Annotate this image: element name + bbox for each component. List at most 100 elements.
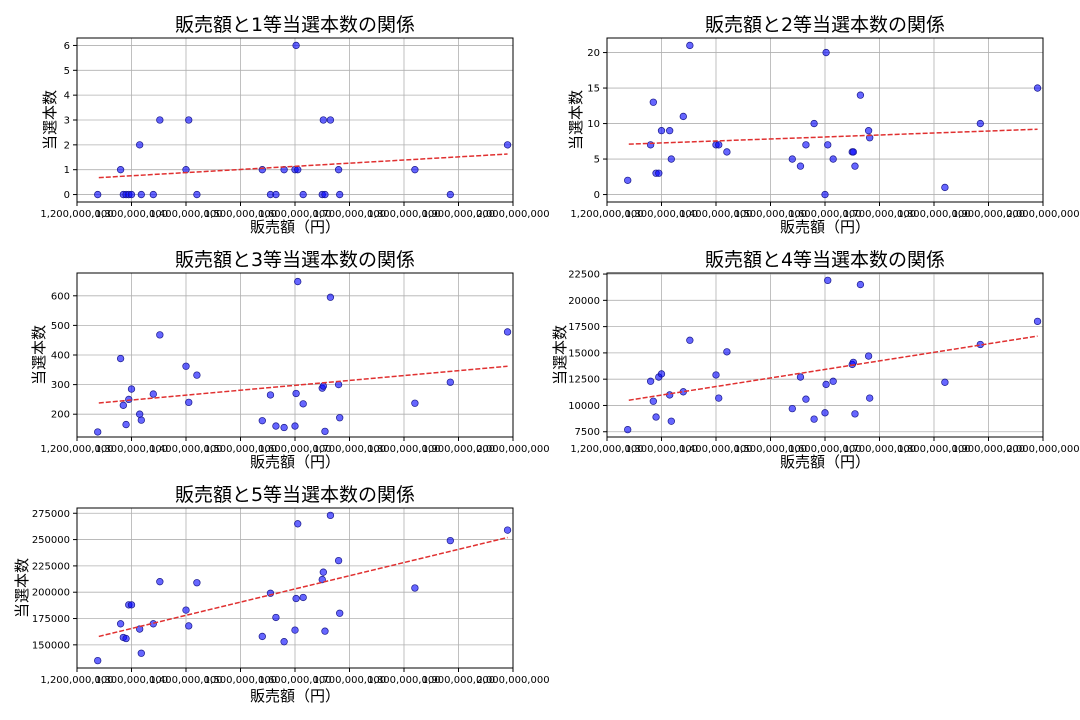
data-point [280, 638, 288, 646]
x-tick-label: 1,800,000,000 [897, 444, 970, 455]
chart-title: 販売額と5等当選本数の関係 [175, 484, 415, 506]
data-point [127, 601, 136, 609]
y-tick-label: 10 [587, 119, 600, 130]
y-tick-label: 600 [51, 291, 70, 302]
y-tick-label: 225000 [32, 561, 70, 572]
x-tick-label: 2,000,000,000 [476, 209, 549, 220]
y-ticks: 0 5 10 15 20 [587, 48, 607, 201]
x-axis-label: 販売額（円） [250, 218, 340, 236]
x-tick-label: 1,500,000,000 [204, 675, 277, 686]
data-point [824, 141, 832, 149]
y-ticks: 7500 10000 12500 15000 17500 20000 22500 [568, 270, 607, 438]
data-point [686, 336, 694, 344]
data-point [941, 183, 949, 192]
trend-line-segment [98, 365, 508, 404]
data-point [411, 584, 419, 592]
data-point [334, 556, 343, 565]
data-point [136, 410, 144, 418]
data-point [156, 578, 164, 586]
y-tick-label: 275000 [32, 509, 70, 520]
y-tick-label: 15 [587, 84, 600, 95]
x-tick-label: 1,900,000,000 [952, 209, 1025, 220]
data-point [336, 414, 344, 422]
data-point [851, 162, 859, 170]
data-point [666, 391, 674, 399]
data-point [326, 293, 335, 301]
data-point [292, 594, 300, 603]
data-point [446, 378, 454, 386]
trend-line [98, 536, 508, 638]
data-point [185, 116, 193, 124]
data-point [299, 593, 307, 602]
data-point [411, 166, 419, 174]
data-point [657, 126, 666, 135]
data-point [712, 371, 720, 379]
chart-panel-5: 販売額と5等当選本数の関係 販売額（円） 当選本数 1,200,000,000 1… [13, 484, 550, 705]
y-tick-label: 12500 [568, 375, 600, 386]
data-point [119, 401, 127, 409]
data-points [94, 511, 512, 665]
y-axis-label: 当選本数 [30, 325, 48, 385]
chart-panel-2: 販売額と2等当選本数の関係 販売額（円） 当選本数 1,200,000,0001… [567, 14, 1080, 236]
x-tick-label: 1,800,000,000 [367, 444, 440, 455]
y-tick-label: 5 [594, 155, 600, 166]
data-point [116, 166, 125, 174]
y-ticks: 150000 175000 200000 225000 250000 275000 [32, 509, 77, 651]
data-point [292, 41, 300, 50]
x-axis-label: 販売額（円） [250, 687, 340, 705]
data-point [137, 649, 145, 657]
x-tick-label: 1,600,000,000 [788, 209, 861, 220]
y-tick-label: 1 [64, 165, 70, 176]
x-tick-label: 1,400,000,000 [679, 209, 752, 220]
y-tick-label: 22500 [568, 270, 600, 281]
data-point [856, 280, 865, 289]
trend-line-segment [98, 153, 508, 179]
data-point [796, 162, 805, 170]
data-point [411, 399, 419, 407]
y-tick-label: 500 [51, 321, 70, 332]
data-point [667, 417, 675, 425]
x-tick-label: 1,800,000,000 [367, 209, 440, 220]
data-point [294, 166, 302, 174]
x-tick-label: 1,500,000,000 [734, 444, 807, 455]
data-point [326, 116, 335, 124]
trend-line [98, 365, 508, 404]
data-point [116, 354, 125, 363]
data-point [292, 389, 300, 398]
data-point [127, 190, 136, 199]
x-tick-label: 1,600,000,000 [258, 444, 331, 455]
data-point [156, 116, 164, 124]
data-point [649, 397, 657, 405]
data-point [326, 511, 335, 520]
data-point [715, 394, 723, 402]
data-point [829, 377, 837, 385]
x-tick-label: 1,200,000,000 [570, 444, 643, 455]
x-ticks: 1,200,000,0001,300,000,0001,400,000,0001… [40, 202, 550, 220]
x-ticks: 1,200,000,0001,300,000,0001,400,000,0001… [570, 437, 1080, 455]
data-point [864, 126, 873, 135]
x-tick-label: 1,600,000,000 [258, 675, 331, 686]
y-axis-label: 当選本数 [13, 558, 31, 618]
data-point [266, 391, 275, 399]
data-point [321, 427, 329, 436]
data-point [802, 141, 810, 149]
data-point [149, 390, 157, 398]
data-point [122, 634, 130, 643]
data-points [94, 277, 512, 436]
y-tick-label: 2 [64, 140, 70, 151]
data-point [715, 141, 723, 149]
data-point [319, 382, 327, 390]
data-point [824, 276, 832, 285]
data-point [193, 371, 201, 379]
x-tick-label: 1,200,000,000 [40, 444, 113, 455]
x-tick-label: 1,200,000,000 [40, 675, 113, 686]
x-axis-label: 販売額（円） [780, 453, 870, 471]
data-point [280, 423, 288, 432]
x-tick-label: 2,000,000,000 [1006, 209, 1079, 220]
x-ticks: 1,200,000,0001,300,000,0001,400,000,0001… [570, 202, 1080, 220]
y-tick-label: 3 [64, 116, 70, 127]
x-tick-label: 1,800,000,000 [367, 675, 440, 686]
y-tick-label: 20 [587, 48, 600, 59]
data-point [657, 370, 666, 378]
